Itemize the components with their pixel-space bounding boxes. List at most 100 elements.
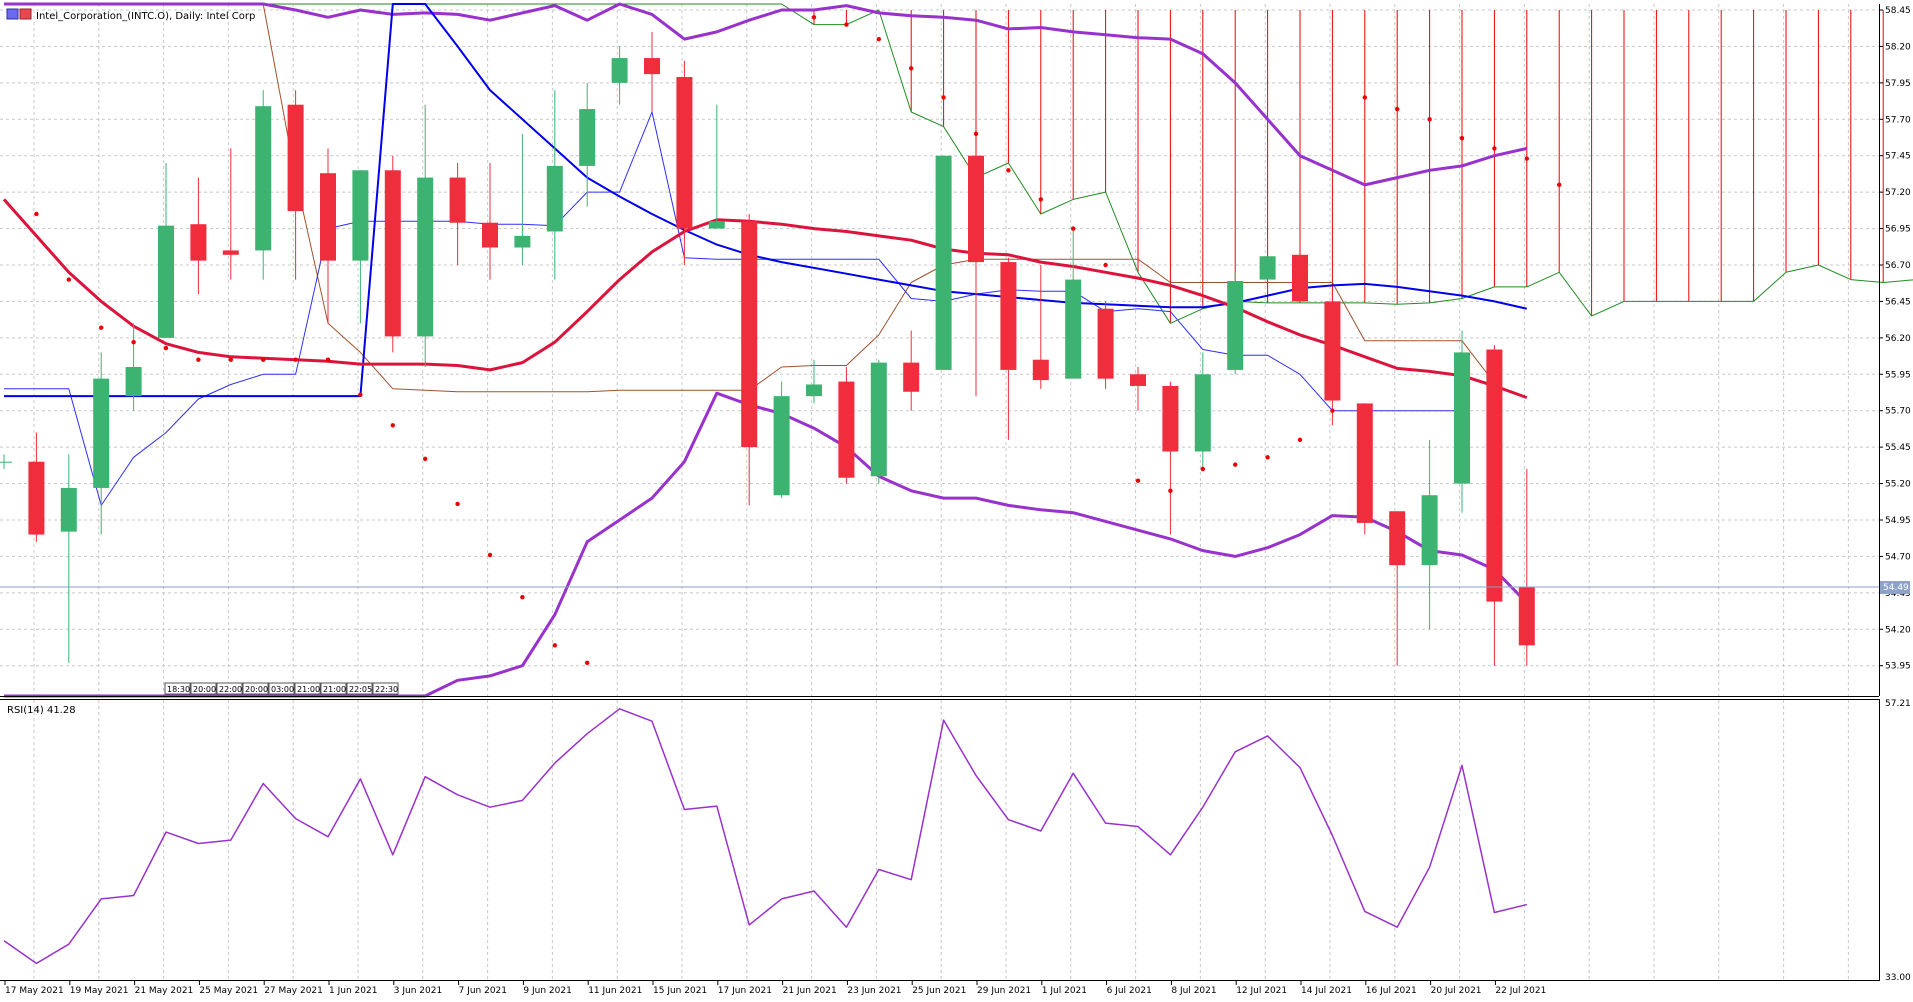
time-axis-label: 14 Jul 2021 [1301, 986, 1352, 996]
session-label-box [190, 682, 217, 695]
candle-bearish [1032, 359, 1049, 381]
candle-bullish [935, 155, 952, 370]
envelope-upper-line [4, 2, 1528, 187]
session-label-box [164, 682, 191, 695]
price-axis-label: 56.95 [1885, 225, 1911, 235]
time-axis-label: 21 May 2021 [135, 986, 194, 996]
sar-dot [844, 22, 849, 27]
sar-dot [1168, 488, 1173, 494]
sar-dot [131, 340, 136, 345]
sar-dot [941, 95, 946, 100]
price-axis-label: 57.45 [1885, 152, 1911, 162]
price-axis-label: 54.70 [1885, 552, 1911, 562]
session-label: 03:00 [271, 685, 294, 694]
candle-bearish [644, 58, 660, 75]
candle-bearish [482, 222, 498, 248]
session-label-box [320, 682, 347, 695]
sar-dot [1524, 156, 1530, 161]
time-axis-label: 25 May 2021 [199, 986, 258, 996]
sar-dot [293, 357, 298, 362]
sar-dot [423, 456, 428, 461]
sar-dot [325, 357, 331, 362]
candle-bullish [773, 396, 790, 496]
candle-bullish [1421, 495, 1438, 566]
time-axis-label: 11 Jun 2021 [588, 986, 642, 996]
candle-bullish [255, 106, 272, 251]
candle-bullish [806, 384, 822, 397]
price-axis-label: 56.20 [1885, 334, 1911, 344]
moving-average-red-line [2, 198, 1528, 400]
candle-bearish [190, 224, 207, 261]
sar-dot [1330, 408, 1335, 413]
candle-bullish [708, 221, 725, 229]
time-axis-label: 19 May 2021 [70, 986, 129, 996]
candle-bullish [0, 461, 12, 463]
price-axis-label: 57.95 [1885, 79, 1911, 89]
grid [0, 4, 1879, 980]
sar-dot [552, 643, 557, 648]
session-label: 22:30 [375, 685, 398, 694]
session-label: 20:00 [245, 685, 268, 694]
sar-dot [1297, 437, 1303, 443]
candle-bearish [222, 250, 239, 255]
time-axis-label: 29 Jun 2021 [977, 986, 1031, 996]
candle-bearish [968, 155, 984, 263]
sar-dot [358, 392, 363, 397]
sar-dot [1459, 136, 1465, 141]
candle-bearish [320, 173, 336, 261]
sar-dot [196, 357, 201, 362]
time-axis-label: 17 Jun 2021 [718, 986, 772, 996]
session-label-box [242, 682, 269, 695]
sar-dot [228, 357, 233, 362]
time-axis-label: 17 May 2021 [5, 986, 64, 996]
session-label-box [294, 682, 321, 695]
time-axis: 17 May 2021 19 May 2021 21 May 2021 25 May … [4, 981, 1546, 996]
chart-window-icon [19, 8, 32, 20]
sar-dot [1103, 262, 1108, 268]
price-axis-label: 53.95 [1885, 662, 1911, 672]
candle-bearish [903, 362, 920, 392]
price-axis-label: 55.45 [1885, 443, 1911, 453]
sar-dot [34, 211, 39, 217]
session-label: 20:00 [193, 685, 216, 694]
time-axis-label: 7 Jun 2021 [459, 986, 507, 996]
candle-bearish [1324, 301, 1341, 401]
sar-dot [390, 423, 395, 428]
sar-dot [1233, 462, 1238, 467]
sar-dot [1492, 146, 1497, 151]
price-axis-label: 55.70 [1885, 407, 1911, 417]
sar-dot [163, 345, 169, 351]
candle-bearish [741, 221, 758, 448]
candle-bearish [384, 170, 401, 337]
candle-bullish [870, 362, 887, 477]
sar-dot [1557, 182, 1562, 188]
candle-bearish [1000, 262, 1017, 370]
time-axis-label: 12 Jul 2021 [1236, 986, 1287, 996]
session-label-box [372, 682, 399, 695]
time-axis-label: 27 May 2021 [264, 986, 323, 996]
sar-dot [1362, 95, 1368, 100]
candle-bullish [611, 58, 628, 83]
price-axis-label: 58.45 [1885, 6, 1911, 16]
session-labels: 18:30 20:00 22:00 20:00 03:00 21:00 21:00 22:05… [164, 682, 399, 695]
time-axis-label: 9 Jun 2021 [523, 986, 571, 996]
candle-bullish [93, 378, 110, 488]
candle-bearish [838, 381, 855, 478]
session-label: 21:00 [323, 685, 346, 694]
candle-bearish [1389, 511, 1406, 566]
session-label: 22:00 [219, 685, 242, 694]
candle-bearish [1356, 403, 1373, 523]
price-axis-label: 55.95 [1885, 370, 1911, 380]
session-label-box [346, 682, 373, 695]
rsi-axis: 57.21 33.00 [1885, 699, 1911, 983]
candle-bearish [676, 77, 693, 229]
sar-dot [585, 660, 590, 665]
sar-dot [520, 595, 525, 600]
current-price-badge-bg [1880, 581, 1910, 595]
sar-dot [909, 66, 914, 71]
parabolic-sar [34, 15, 1562, 665]
candle-bearish [28, 461, 45, 535]
time-axis-label: 16 Jul 2021 [1366, 986, 1417, 996]
sar-dot [1427, 117, 1432, 122]
